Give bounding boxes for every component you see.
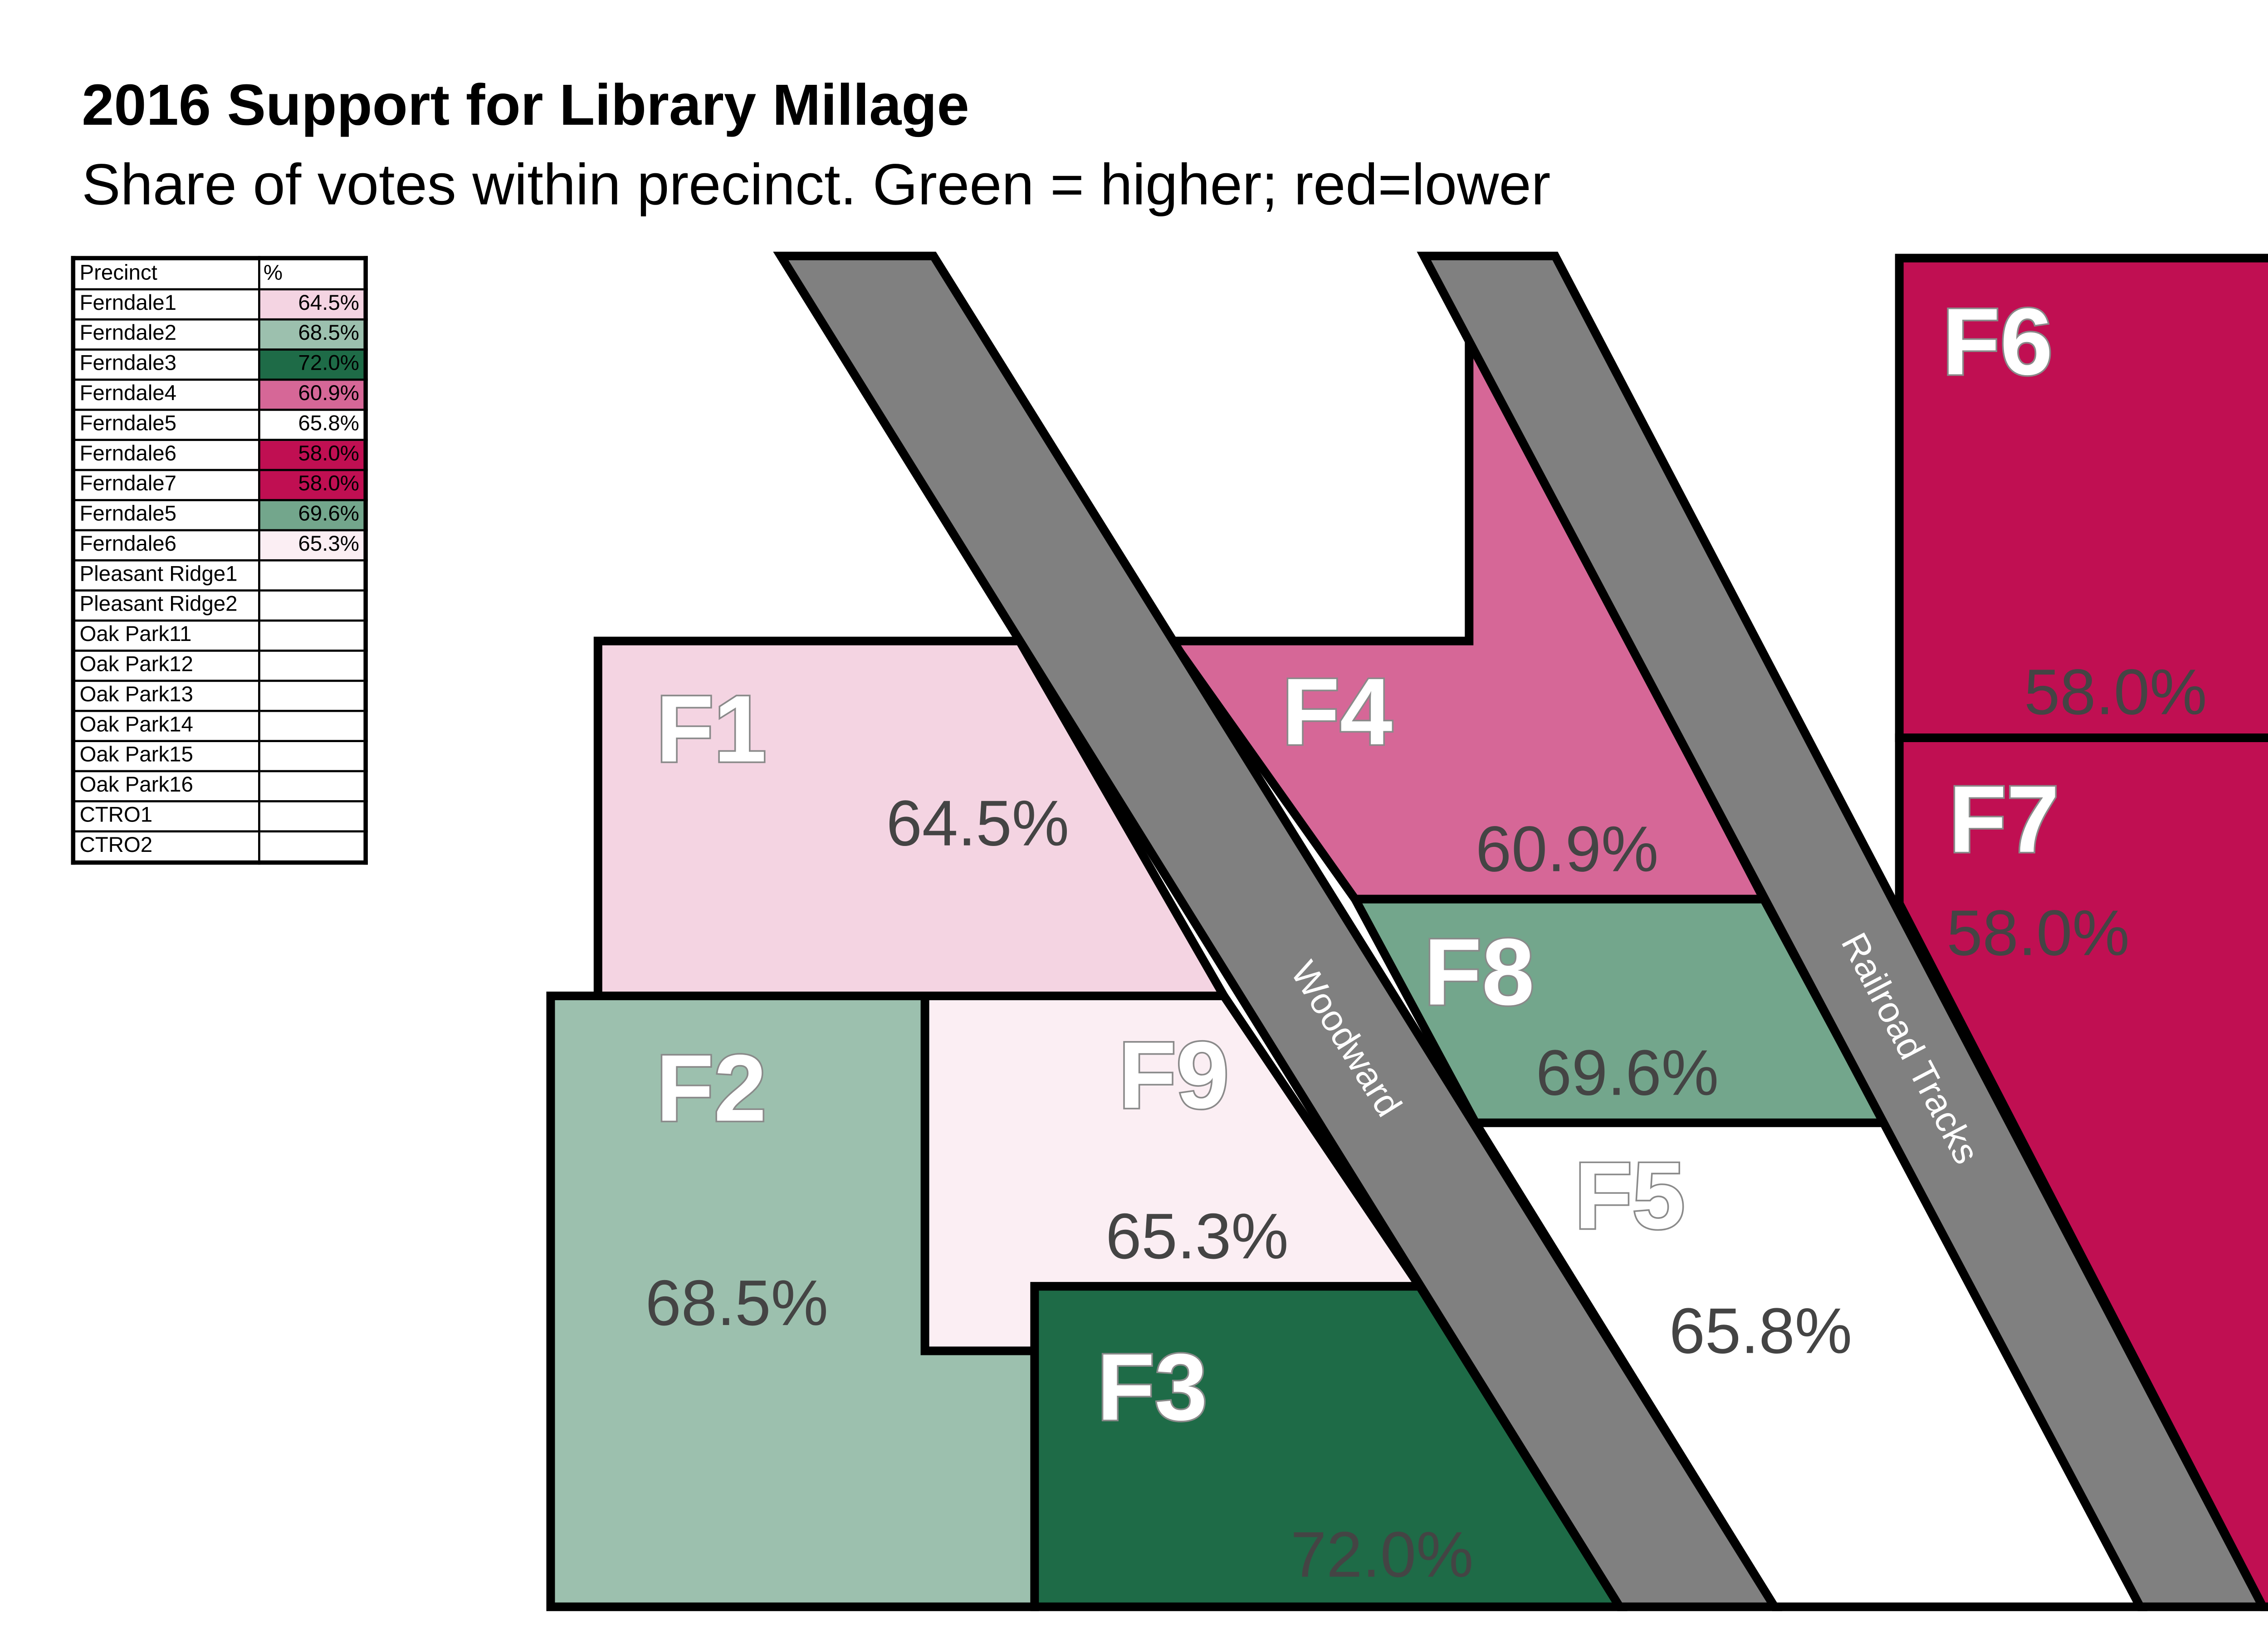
precinct-value-f4: 60.9% xyxy=(1476,813,1658,885)
legend-table: Precinct % Ferndale1 64.5% Ferndale2 68.5% F… xyxy=(71,256,368,865)
legend-precinct-name: CTRO2 xyxy=(72,830,259,864)
precinct-label-f5: F5 xyxy=(1574,1143,1685,1249)
legend-precinct-value: 69.6% xyxy=(257,499,367,532)
legend-precinct-value: 65.3% xyxy=(257,529,367,562)
legend-row: Ferndale3 72.0% xyxy=(72,348,367,381)
precinct-value-f8: 69.6% xyxy=(1536,1037,1719,1109)
precinct-value-f3: 72.0% xyxy=(1290,1519,1473,1591)
legend-precinct-value xyxy=(257,770,367,802)
road-railroad xyxy=(1417,251,2268,1611)
legend-precinct-name: Ferndale4 xyxy=(72,378,259,411)
precinct-value-f1: 64.5% xyxy=(886,787,1069,860)
legend-precinct-value xyxy=(257,680,367,712)
legend-precinct-value xyxy=(257,559,367,592)
legend-precinct-name: Pleasant Ridge2 xyxy=(72,589,259,622)
legend-row: Ferndale7 58.0% xyxy=(72,469,367,501)
legend-precinct-value xyxy=(257,800,367,833)
legend-precinct-name: Ferndale7 xyxy=(72,469,259,501)
precinct-value-f7: 58.0% xyxy=(1947,897,2130,969)
legend-precinct-name: Ferndale1 xyxy=(72,288,259,321)
legend-precinct-name: Ferndale5 xyxy=(72,408,259,441)
legend-row: Ferndale1 64.5% xyxy=(72,288,367,321)
legend-header-precinct: Precinct xyxy=(72,257,259,291)
legend-precinct-value: 58.0% xyxy=(257,439,367,471)
legend-header-row: Precinct % xyxy=(72,257,367,291)
page-title: 2016 Support for Library Millage xyxy=(82,73,969,138)
legend-precinct-value xyxy=(257,709,367,742)
precinct-label-f2: F2 xyxy=(656,1036,766,1141)
legend-row: Oak Park12 xyxy=(72,650,367,682)
legend-precinct-name: Ferndale6 xyxy=(72,439,259,471)
legend-row: Pleasant Ridge1 xyxy=(72,559,367,592)
legend-precinct-name: Oak Park16 xyxy=(72,770,259,802)
legend-precinct-name: CTRO1 xyxy=(72,800,259,833)
legend-row: Ferndale5 65.8% xyxy=(72,408,367,441)
legend-precinct-value xyxy=(257,589,367,622)
precinct-f6 xyxy=(1895,254,2268,742)
legend-row: Ferndale6 65.3% xyxy=(72,529,367,562)
legend-precinct-value: 60.9% xyxy=(257,378,367,411)
legend-row: CTRO1 xyxy=(72,800,367,833)
precinct-value-f9: 65.3% xyxy=(1105,1200,1288,1272)
precinct-label-f4: F4 xyxy=(1282,659,1392,765)
legend-precinct-name: Oak Park13 xyxy=(72,680,259,712)
precinct-label-f6: F6 xyxy=(1942,289,2053,395)
legend-row: Ferndale5 69.6% xyxy=(72,499,367,532)
legend-precinct-value xyxy=(257,619,367,652)
legend-precinct-name: Oak Park15 xyxy=(72,740,259,772)
page-subtitle: Share of votes within precinct. Green = … xyxy=(82,152,1551,217)
precinct-label-f1: F1 xyxy=(656,676,766,782)
legend-precinct-name: Oak Park14 xyxy=(72,709,259,742)
precinct-label-f3: F3 xyxy=(1097,1335,1207,1440)
legend-precinct-value: 72.0% xyxy=(257,348,367,381)
legend-row: Oak Park15 xyxy=(72,740,367,772)
legend-precinct-name: Ferndale6 xyxy=(72,529,259,562)
legend-header-percent: % xyxy=(257,257,367,291)
legend-row: Ferndale6 58.0% xyxy=(72,439,367,471)
precinct-value-f5: 65.8% xyxy=(1669,1295,1852,1367)
precinct-f7 xyxy=(1895,733,2268,1611)
precinct-value-f2: 68.5% xyxy=(645,1267,828,1339)
legend-row: Ferndale4 60.9% xyxy=(72,378,367,411)
legend-precinct-name: Ferndale5 xyxy=(72,499,259,532)
legend-precinct-name: Ferndale3 xyxy=(72,348,259,381)
road-woodward xyxy=(773,251,1783,1611)
legend-row: Ferndale2 68.5% xyxy=(72,318,367,351)
legend-precinct-value xyxy=(257,650,367,682)
legend-precinct-name: Pleasant Ridge1 xyxy=(72,559,259,592)
precinct-label-f7: F7 xyxy=(1949,767,2059,872)
precinct-value-f6: 58.0% xyxy=(2024,656,2207,728)
precinct-label-f8: F8 xyxy=(1424,919,1534,1025)
legend-row: Pleasant Ridge2 xyxy=(72,589,367,622)
legend-row: Oak Park11 xyxy=(72,619,367,652)
legend-row: CTRO2 xyxy=(72,830,367,864)
legend-precinct-value xyxy=(257,830,367,864)
legend-precinct-name: Oak Park11 xyxy=(72,619,259,652)
legend-precinct-value xyxy=(257,740,367,772)
legend-precinct-value: 65.8% xyxy=(257,408,367,441)
legend-precinct-name: Ferndale2 xyxy=(72,318,259,351)
precinct-label-f9: F9 xyxy=(1119,1022,1229,1128)
legend-precinct-value: 58.0% xyxy=(257,469,367,501)
legend-precinct-name: Oak Park12 xyxy=(72,650,259,682)
legend-precinct-value: 64.5% xyxy=(257,288,367,321)
legend-row: Oak Park14 xyxy=(72,709,367,742)
legend-row: Oak Park13 xyxy=(72,680,367,712)
legend-row: Oak Park16 xyxy=(72,770,367,802)
legend-precinct-value: 68.5% xyxy=(257,318,367,351)
